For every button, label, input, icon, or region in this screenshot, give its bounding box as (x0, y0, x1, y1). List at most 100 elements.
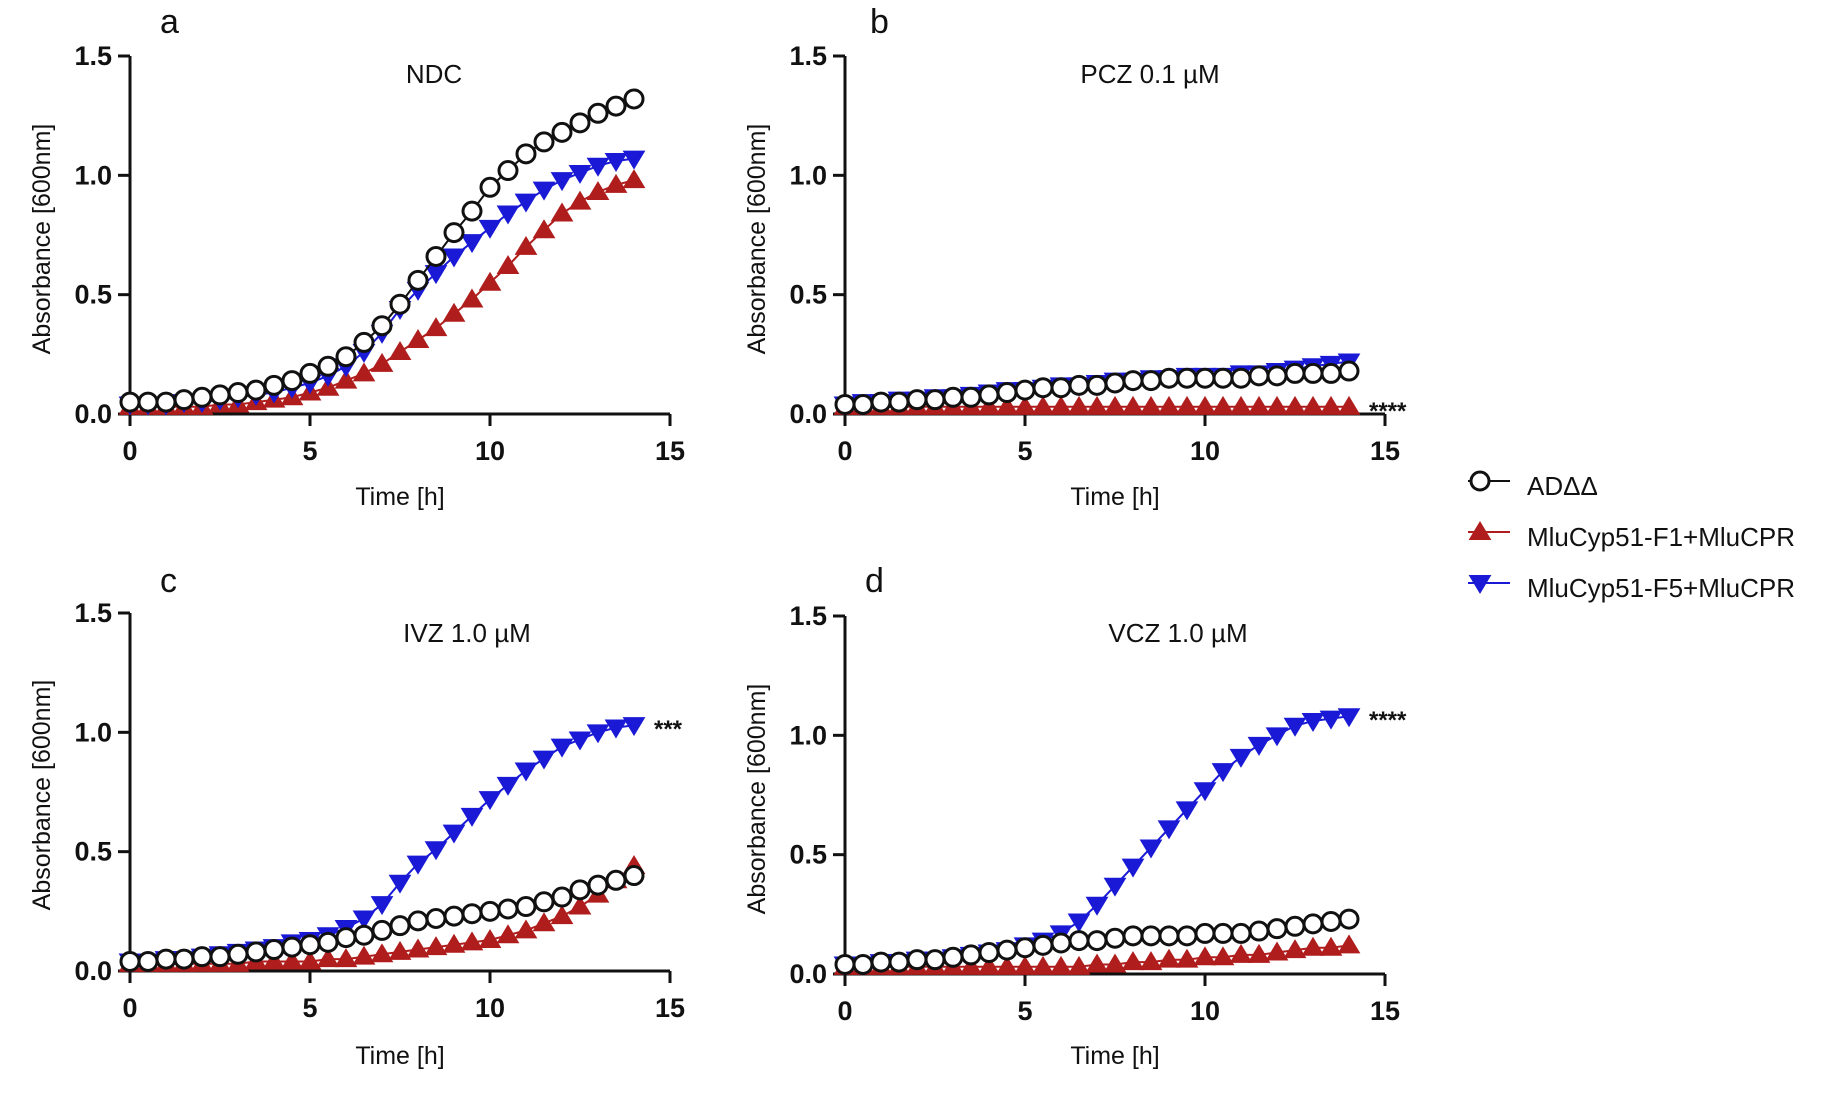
data-point-f5 (586, 724, 610, 744)
data-point-addd (1212, 367, 1234, 389)
y-tick-label: 1.5 (789, 601, 827, 631)
data-point-f5 (1229, 748, 1253, 768)
data-point-addd (299, 362, 321, 384)
data-point-f5 (1211, 763, 1235, 783)
series-f1 (118, 169, 646, 415)
x-tick-label: 15 (1370, 996, 1400, 1026)
data-point-f1 (262, 950, 286, 970)
data-point-f1 (334, 369, 358, 389)
x-tick-label: 15 (655, 993, 685, 1023)
y-axis-label: Absorbance [600nm] (743, 684, 771, 915)
data-point-f1 (1229, 395, 1253, 415)
data-point-f5 (1301, 713, 1325, 732)
data-point-f1 (406, 329, 430, 349)
panel-b: b PCZ 0.1 µM Time [h] Absorbance [600nm]… (743, 3, 1407, 511)
data-point-addd (569, 879, 591, 901)
data-point-addd (978, 384, 1000, 406)
data-point-addd (497, 160, 519, 182)
data-point-addd (407, 910, 429, 932)
legend-label-addd: ADΔΔ (1527, 471, 1598, 501)
x-tick-label: 15 (655, 436, 685, 466)
x-tick-label: 10 (475, 436, 505, 466)
data-point-f5 (478, 219, 502, 239)
data-point-addd (1032, 377, 1054, 399)
data-point-f5 (478, 791, 502, 811)
data-point-f1 (1265, 941, 1289, 961)
data-point-addd (1230, 922, 1252, 944)
data-point-addd (1104, 372, 1126, 394)
data-point-addd (335, 346, 357, 368)
data-point-f1 (1319, 936, 1343, 956)
data-point-addd (1176, 367, 1198, 389)
data-point-f5 (1067, 913, 1091, 933)
y-axis-label: Absorbance [600nm] (28, 680, 56, 911)
data-point-addd (1302, 362, 1324, 384)
data-point-addd (1248, 365, 1270, 387)
data-point-f1 (460, 931, 484, 951)
data-point-f5 (514, 193, 538, 213)
data-point-addd (942, 946, 964, 968)
series-f5 (118, 150, 646, 416)
data-point-f1 (514, 235, 538, 255)
data-point-f1 (280, 950, 304, 970)
data-point-addd (1284, 362, 1306, 384)
data-point-addd (173, 948, 195, 970)
data-point-addd (263, 939, 285, 961)
y-tick-label: 0.5 (789, 280, 827, 310)
data-point-addd (1122, 925, 1144, 947)
data-point-f1 (334, 948, 358, 968)
data-point-addd (371, 919, 393, 941)
data-point-f5 (568, 731, 592, 751)
data-point-addd (263, 374, 285, 396)
data-point-addd (1248, 920, 1270, 942)
y-tick-label: 0.5 (789, 840, 827, 870)
data-point-f1 (1031, 955, 1055, 975)
series-addd (119, 865, 645, 972)
data-point-addd (425, 907, 447, 929)
x-tick-label: 10 (1190, 436, 1220, 466)
data-point-f1 (1121, 395, 1145, 415)
data-point-addd (1050, 377, 1072, 399)
data-point-f5 (442, 248, 466, 268)
data-point-f1 (1337, 395, 1361, 415)
panel-title: PCZ 0.1 µM (1080, 59, 1219, 89)
data-point-addd (960, 944, 982, 966)
data-point-addd (1014, 937, 1036, 959)
x-tick-label: 5 (302, 436, 317, 466)
data-point-addd (245, 941, 267, 963)
legend: ADΔΔ MluCyp51-F1+MluCPR MluCyp51-F5+MluC… (1468, 470, 1795, 603)
data-point-f1 (604, 173, 628, 193)
data-point-addd (299, 934, 321, 956)
data-point-f1 (977, 395, 1001, 415)
y-tick-label: 1.5 (789, 41, 827, 71)
x-axis-label: Time [h] (355, 483, 444, 511)
data-point-addd (906, 949, 928, 971)
data-point-f1 (316, 948, 340, 968)
data-point-addd (515, 896, 537, 918)
data-point-f1 (370, 943, 394, 963)
data-point-addd (461, 903, 483, 925)
data-point-addd (1194, 367, 1216, 389)
data-point-f1 (352, 945, 376, 965)
data-point-f1 (370, 352, 394, 372)
data-point-f5 (1283, 717, 1307, 737)
data-point-addd (852, 393, 874, 415)
data-point-f5 (622, 717, 646, 737)
data-point-f1 (1265, 395, 1289, 415)
y-tick-label: 1.0 (74, 160, 112, 190)
data-point-f1 (1211, 946, 1235, 966)
data-point-addd (1140, 370, 1162, 392)
data-point-addd (1158, 367, 1180, 389)
x-axis-label: Time [h] (1070, 483, 1159, 511)
data-point-f5 (424, 841, 448, 861)
data-point-addd (479, 900, 501, 922)
data-point-addd (551, 886, 573, 908)
data-point-f1 (1247, 943, 1271, 963)
data-point-f5 (352, 910, 376, 930)
data-point-f1 (496, 255, 520, 275)
legend-marker-f5 (1468, 575, 1492, 594)
data-point-f5 (1121, 858, 1145, 878)
legend-label-f5: MluCyp51-F5+MluCPR (1527, 573, 1795, 603)
data-point-addd (870, 951, 892, 973)
data-point-addd (407, 269, 429, 291)
